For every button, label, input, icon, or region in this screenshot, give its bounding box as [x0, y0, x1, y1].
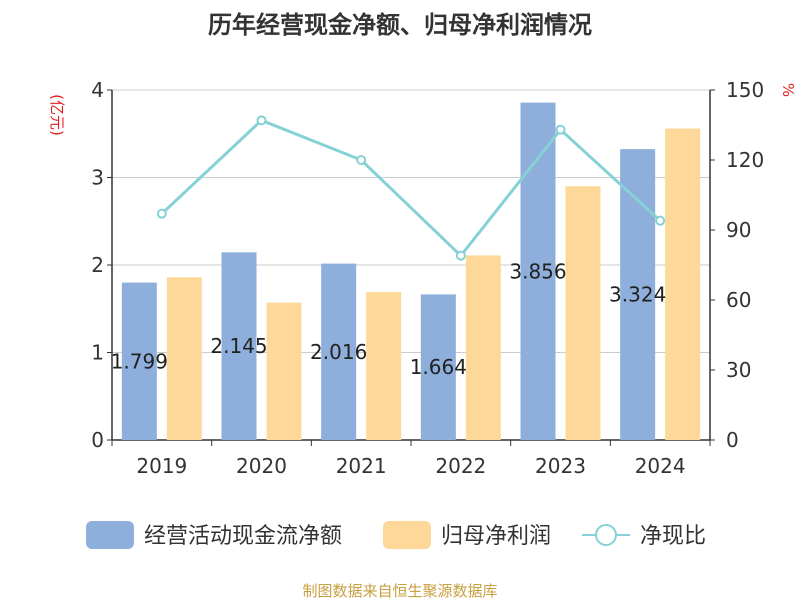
- bar: [121, 282, 157, 440]
- grid-lines: [112, 89, 710, 353]
- bar: [221, 252, 257, 440]
- chart-title: 历年经营现金净额、归母净利润情况: [208, 11, 592, 39]
- legend-label: 经营活动现金流净额: [144, 524, 342, 549]
- left-tick-label: 3: [91, 166, 104, 190]
- legend-label: 归母净利润: [441, 524, 551, 549]
- legend-swatch: [86, 521, 134, 549]
- bar-value-label: 3.324: [609, 283, 666, 307]
- ratio-line-path: [160, 118, 662, 258]
- bar: [665, 128, 701, 440]
- source-note: 制图数据来自恒生聚源数据库: [302, 582, 497, 600]
- bar: [565, 186, 601, 440]
- bars: [121, 102, 701, 440]
- legend-label: 净现比: [640, 524, 706, 549]
- bar: [266, 302, 302, 440]
- bar-value-label: 1.799: [111, 349, 168, 373]
- ratio-point: [256, 115, 267, 126]
- x-tick-label: 2024: [635, 454, 686, 478]
- ratio-point: [455, 250, 466, 261]
- bar: [420, 294, 456, 440]
- x-tick-label: 2022: [435, 454, 486, 478]
- left-tick-label: 1: [91, 341, 104, 365]
- right-tick-label: 90: [726, 218, 751, 242]
- x-tick-label: 2020: [236, 454, 287, 478]
- left-tick-label: 0: [91, 428, 104, 452]
- data-labels: 1.799 2.145 2.016 1.664 3.856 3.324: [111, 259, 667, 379]
- bar: [465, 255, 501, 440]
- bar: [620, 149, 656, 440]
- legend: 经营活动现金流净额 归母净利润 净现比: [86, 521, 706, 549]
- bar-value-label: 1.664: [410, 355, 467, 379]
- bar: [321, 263, 357, 440]
- x-tick-label: 2023: [535, 454, 586, 478]
- x-tick-label: 2019: [136, 454, 187, 478]
- right-tick-label: 60: [726, 288, 751, 312]
- right-tick-label: 150: [726, 78, 764, 102]
- ratio-point: [356, 155, 367, 165]
- legend-swatch: [383, 521, 431, 549]
- x-tick-label: 2021: [336, 454, 387, 478]
- legend-marker: [595, 524, 617, 546]
- ratio-point: [156, 208, 167, 219]
- bar-value-label: 3.856: [509, 259, 566, 283]
- bar: [166, 277, 202, 440]
- right-axis-label: %: [779, 83, 797, 97]
- left-tick-label: 2: [91, 253, 104, 277]
- right-tick-label: 120: [726, 148, 764, 172]
- bar: [366, 292, 402, 440]
- ratio-point: [655, 215, 666, 226]
- ratio-line: [156, 115, 666, 261]
- bar-value-label: 2.145: [210, 334, 267, 358]
- left-axis-label: (亿元): [48, 94, 66, 136]
- ratio-point: [555, 124, 566, 135]
- bar-value-label: 2.016: [310, 340, 367, 364]
- right-tick-label: 30: [726, 358, 751, 382]
- left-tick-label: 4: [91, 78, 104, 102]
- axes: 0 1 2 3 4 0 30 60 90 120 150 2019 2020 2021 2022 2023 20…: [91, 78, 764, 478]
- right-tick-label: 0: [726, 428, 739, 452]
